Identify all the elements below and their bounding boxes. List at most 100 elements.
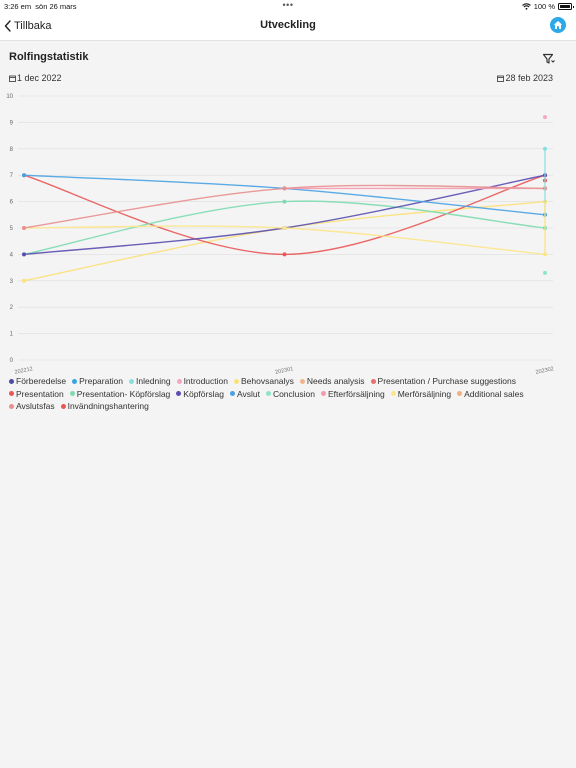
legend-item[interactable]: Conclusion — [265, 388, 315, 399]
status-bar: 3:26 em sön 26 mars ••• 100 % — [0, 0, 576, 12]
legend-item[interactable]: Introduction — [176, 376, 228, 386]
legend-label: Merförsäljning — [397, 388, 452, 399]
legend-item[interactable]: Köpförslag — [176, 389, 224, 399]
battery-icon — [558, 3, 574, 10]
navigation-bar: Tillbaka Utveckling — [0, 12, 576, 41]
legend-item[interactable]: Inledning — [129, 376, 171, 386]
data-point-presentation-köpförslag — [282, 199, 287, 204]
legend-label: Introduction — [183, 376, 228, 386]
multitasking-dots[interactable]: ••• — [282, 0, 294, 10]
wifi-icon — [521, 3, 531, 10]
legend-item[interactable]: Additional sales — [457, 389, 524, 399]
y-tick-label: 8 — [10, 147, 14, 153]
data-point-avslutsfas — [22, 226, 26, 230]
legend-item[interactable]: Avslut — [229, 388, 260, 399]
legend-dot — [9, 378, 14, 384]
data-point-conclusion — [543, 270, 547, 275]
legend-item[interactable]: Preparation — [72, 376, 123, 386]
y-tick-label: 9 — [10, 120, 14, 126]
calendar-icon — [497, 75, 505, 82]
x-tick-label: 202302 — [535, 366, 554, 376]
data-point-avslutsfas — [282, 186, 287, 191]
legend-item[interactable]: Presentation- Köpförslag — [69, 388, 171, 399]
date-start[interactable]: 1 dec 2022 — [9, 73, 62, 83]
legend-item[interactable]: Presentation / Purchase suggestions — [370, 376, 516, 386]
back-label: Tillbaka — [14, 20, 52, 32]
status-indicators: 100 % — [521, 2, 574, 11]
legend-dot — [390, 391, 396, 396]
calendar-icon — [9, 75, 16, 82]
legend-dot — [299, 378, 305, 384]
y-tick-label: 0 — [10, 358, 14, 364]
legend-dot — [60, 403, 66, 409]
data-point-behovsanalys — [22, 278, 26, 283]
legend-label: Presentation / Purchase suggestions — [377, 376, 516, 386]
legend-label: Preparation — [79, 376, 124, 386]
legend-item[interactable]: Presentation — [9, 389, 64, 399]
series-line-behovsanalys — [23, 200, 546, 282]
y-tick-label: 2 — [10, 305, 14, 311]
legend-label: Invändningshantering — [67, 401, 149, 411]
data-point-avslut — [22, 173, 26, 178]
legend-dot — [229, 391, 235, 396]
series-line-merförsäljning — [23, 225, 546, 256]
y-tick-label: 3 — [10, 279, 14, 285]
legend-label: Köpförslag — [183, 388, 224, 399]
date-end[interactable]: 28 feb 2023 — [497, 73, 553, 83]
legend-dot — [233, 378, 239, 384]
legend-item[interactable]: Avslutsfas — [9, 401, 55, 411]
y-tick-label: 5 — [10, 226, 14, 232]
legend-dot — [265, 391, 271, 396]
legend-label: Behovsanalys — [240, 376, 294, 386]
date-start-label: 1 dec 2022 — [17, 73, 62, 83]
section-title: Rolfingstatistik — [9, 51, 89, 63]
legend-item[interactable]: Behovsanalys — [233, 376, 294, 386]
legend-dot — [129, 378, 135, 384]
x-tick-label: 202301 — [275, 366, 294, 376]
back-button[interactable]: Tillbaka — [4, 17, 52, 35]
legend-label: Avslutsfas — [16, 401, 55, 411]
legend-label: Presentation — [16, 388, 64, 399]
legend-dot — [176, 378, 182, 384]
data-point-introduction — [543, 115, 547, 120]
y-tick-label: 7 — [10, 173, 14, 179]
legend-dot — [9, 403, 14, 409]
legend-item[interactable]: Förberedelse — [9, 376, 66, 386]
legend-item[interactable]: Needs analysis — [299, 376, 365, 386]
legend-dot — [69, 391, 75, 396]
legend-label: Additional sales — [464, 388, 524, 399]
home-button[interactable] — [550, 17, 566, 33]
legend-label: Efterförsäljning — [328, 388, 385, 399]
x-tick-label: 202212 — [14, 366, 33, 376]
status-time: 3:26 em sön 26 mars — [4, 2, 77, 11]
y-tick-label: 1 — [10, 332, 14, 338]
line-chart: 0 1 2 3 4 5 6 7 8 9 10 202212 202301 202302 — [6, 94, 554, 376]
home-icon — [553, 21, 563, 29]
data-point-köpförslag — [22, 252, 26, 257]
legend-label: Presentation- Köpförslag — [76, 388, 171, 399]
legend-dot — [370, 378, 376, 384]
battery-percent: 100 % — [533, 2, 555, 11]
legend-item[interactable]: Efterförsäljning — [321, 389, 385, 399]
page-title: Utveckling — [260, 19, 316, 31]
legend-item[interactable]: Merförsäljning — [390, 388, 452, 399]
legend-label: Needs analysis — [306, 376, 365, 386]
legend-dot — [457, 391, 463, 396]
filter-button[interactable] — [542, 52, 556, 66]
chevron-left-icon — [4, 20, 11, 32]
legend-item[interactable]: Invändningshantering — [60, 401, 149, 411]
y-tick-label: 4 — [10, 252, 14, 258]
legend-label: Conclusion — [272, 388, 315, 399]
filter-icon — [542, 53, 555, 64]
legend-dot — [176, 391, 182, 396]
legend-dot — [321, 391, 326, 396]
chart-legend: Förberedelse Preparation Inledning Introduc… — [9, 376, 549, 411]
legend-label: Inledning — [136, 376, 171, 386]
y-tick-label: 6 — [10, 200, 14, 206]
legend-dot — [9, 391, 14, 396]
legend-label: Avslut — [236, 388, 260, 399]
legend-dot — [72, 378, 78, 384]
data-point-presentation — [282, 252, 287, 257]
data-point-merförsäljning — [282, 226, 287, 230]
legend-label: Förberedelse — [16, 376, 67, 386]
